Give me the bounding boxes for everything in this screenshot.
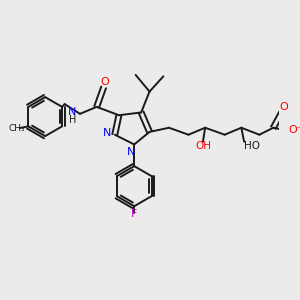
Text: HO: HO: [244, 141, 260, 151]
Text: F: F: [131, 209, 137, 219]
Text: H: H: [68, 115, 76, 125]
Text: OH: OH: [195, 141, 211, 151]
Text: O: O: [280, 102, 288, 112]
Text: N: N: [103, 128, 111, 138]
Text: O⁻: O⁻: [288, 125, 300, 135]
Text: N: N: [68, 106, 76, 117]
Text: CH₃: CH₃: [8, 124, 25, 133]
Text: N: N: [127, 147, 136, 157]
Text: O: O: [100, 77, 109, 87]
